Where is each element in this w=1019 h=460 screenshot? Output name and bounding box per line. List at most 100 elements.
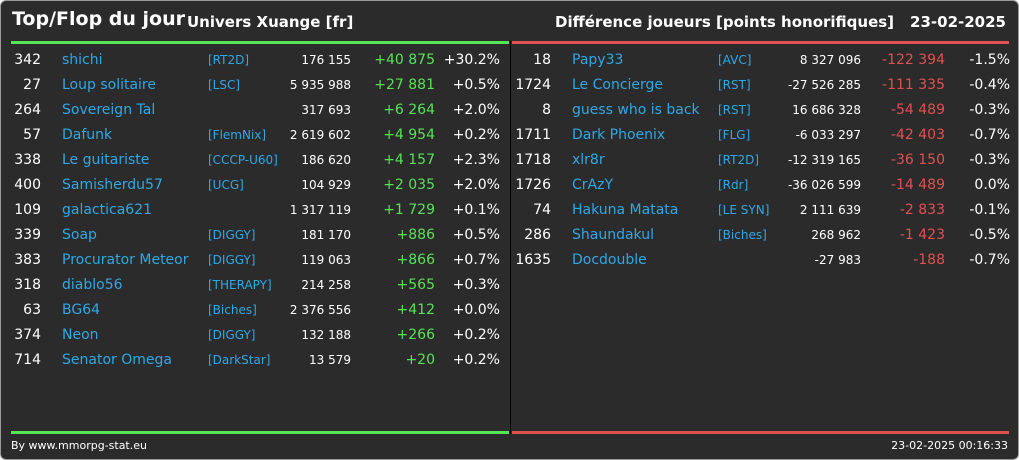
rank-cell: 714	[14, 352, 41, 368]
alliance-tag-link[interactable]: [DIGGY]	[208, 328, 256, 342]
player-name-link[interactable]: diablo56	[62, 277, 123, 293]
table-row: 109 galactica621 1 317 119 +1 729 +0.1%	[1, 198, 510, 223]
alliance-tag-link[interactable]: [Biches]	[718, 228, 767, 242]
percent-cell: +0.2%	[452, 352, 500, 368]
player-name-link[interactable]: Sovereign Tal	[62, 102, 156, 118]
rank-cell: 1711	[515, 127, 551, 143]
player-name-link[interactable]: guess who is back	[572, 102, 700, 118]
percent-cell: +0.2%	[452, 127, 500, 143]
points-cell: 176 155	[301, 53, 351, 67]
table-row: 339 Soap [DIGGY] 181 170 +886 +0.5%	[1, 223, 510, 248]
player-name-link[interactable]: Dark Phoenix	[572, 127, 666, 143]
diff-cell: +4 954	[383, 127, 435, 143]
points-cell: 2 619 602	[289, 128, 351, 142]
percent-cell: +0.7%	[452, 252, 500, 268]
table-row: 383 Procurator Meteor [DIGGY] 119 063 +866 +0…	[1, 248, 510, 273]
player-name-link[interactable]: Soap	[62, 227, 97, 243]
table-row: 1724 Le Concierge [RST] -27 526 285 -111 335…	[511, 73, 1018, 98]
alliance-tag-link[interactable]: [CCCP-U60]	[208, 153, 278, 167]
metric-header: Différence joueurs [points honorifiques]…	[555, 13, 1006, 31]
player-name-link[interactable]: Hakuna Matata	[572, 202, 679, 218]
points-cell: 119 063	[301, 253, 351, 267]
points-cell: 2 376 556	[289, 303, 351, 317]
player-name-link[interactable]: Dafunk	[62, 127, 113, 143]
alliance-tag-link[interactable]: [LSC]	[208, 78, 241, 92]
alliance-tag-link[interactable]: [RT2D]	[718, 153, 760, 167]
percent-cell: +2.3%	[452, 152, 500, 168]
alliance-tag-link[interactable]: [THERAPY]	[208, 278, 272, 292]
alliance-tag-link[interactable]: [RST]	[718, 78, 751, 92]
percent-cell: -0.3%	[969, 102, 1010, 118]
diff-cell: -42 403	[890, 127, 945, 143]
rank-cell: 286	[524, 227, 551, 243]
rank-cell: 57	[23, 127, 41, 143]
alliance-tag-link[interactable]: [Rdr]	[718, 178, 749, 192]
diff-cell: +2 035	[383, 177, 435, 193]
rank-cell: 27	[23, 77, 41, 93]
alliance-tag-link[interactable]: [DIGGY]	[208, 228, 256, 242]
table-row: 286 Shaundakul [Biches] 268 962 -1 423 -0.5%	[511, 223, 1018, 248]
alliance-tag-link[interactable]: [DarkStar]	[208, 353, 271, 367]
alliance-tag-link[interactable]: [RST]	[718, 103, 751, 117]
points-cell: 5 935 988	[289, 78, 351, 92]
rank-cell: 18	[533, 52, 551, 68]
source-credit: By www.mmorpg-stat.eu	[11, 439, 147, 452]
points-cell: -6 033 297	[795, 128, 861, 142]
alliance-tag-link[interactable]: [UCG]	[208, 178, 244, 192]
points-cell: 13 579	[309, 353, 351, 367]
diff-cell: +266	[396, 327, 435, 343]
points-cell: 317 693	[301, 103, 351, 117]
percent-cell: -0.4%	[969, 77, 1010, 93]
rank-cell: 1635	[515, 252, 551, 268]
player-name-link[interactable]: Procurator Meteor	[62, 252, 189, 268]
player-name-link[interactable]: Le guitariste	[62, 152, 150, 168]
rank-cell: 264	[14, 102, 41, 118]
rank-cell: 339	[14, 227, 41, 243]
table-row: 63 BG64 [Biches] 2 376 556 +412 +0.0%	[1, 298, 510, 323]
player-name-link[interactable]: CrAzY	[572, 177, 614, 193]
points-cell: -12 319 165	[787, 153, 861, 167]
diff-cell: -36 150	[890, 152, 945, 168]
player-name-link[interactable]: Papy33	[572, 52, 624, 68]
alliance-tag-link[interactable]: [LE SYN]	[718, 203, 770, 217]
table-row: 57 Dafunk [FlemNix] 2 619 602 +4 954 +0.2%	[1, 123, 510, 148]
alliance-tag-link[interactable]: [Biches]	[208, 303, 257, 317]
alliance-tag-link[interactable]: [FLG]	[718, 128, 751, 142]
table-row: 1635 Docdouble -27 983 -188 -0.7%	[511, 248, 1018, 273]
alliance-tag-link[interactable]: [AVC]	[718, 53, 752, 67]
alliance-tag-link[interactable]: [RT2D]	[208, 53, 250, 67]
points-cell: 16 686 328	[792, 103, 861, 117]
player-name-link[interactable]: BG64	[62, 302, 101, 318]
diff-cell: -2 833	[899, 202, 945, 218]
alliance-tag-link[interactable]: [FlemNix]	[208, 128, 267, 142]
player-name-link[interactable]: Shaundakul	[572, 227, 654, 243]
percent-cell: -0.7%	[969, 252, 1010, 268]
points-cell: 132 188	[301, 328, 351, 342]
table-row: 338 Le guitariste [CCCP-U60] 186 620 +4 157 +…	[1, 148, 510, 173]
universe-label: Univers Xuange [fr]	[187, 13, 354, 31]
percent-cell: +2.0%	[452, 102, 500, 118]
player-name-link[interactable]: Samisherdu57	[62, 177, 163, 193]
percent-cell: -0.1%	[969, 202, 1010, 218]
player-name-link[interactable]: shichi	[62, 52, 103, 68]
points-cell: 8 327 096	[799, 53, 861, 67]
player-name-link[interactable]: Docdouble	[572, 252, 647, 268]
player-name-link[interactable]: xlr8r	[572, 152, 605, 168]
rank-cell: 1724	[515, 77, 551, 93]
player-name-link[interactable]: Loup solitaire	[62, 77, 156, 93]
player-name-link[interactable]: galactica621	[62, 202, 153, 218]
diff-cell: -1 423	[899, 227, 945, 243]
player-name-link[interactable]: Senator Omega	[62, 352, 172, 368]
points-cell: 104 929	[301, 178, 351, 192]
percent-cell: +2.0%	[452, 177, 500, 193]
rank-cell: 338	[14, 152, 41, 168]
player-name-link[interactable]: Neon	[62, 327, 99, 343]
diff-cell: +1 729	[383, 202, 435, 218]
table-row: 374 Neon [DIGGY] 132 188 +266 +0.2%	[1, 323, 510, 348]
alliance-tag-link[interactable]: [DIGGY]	[208, 253, 256, 267]
rank-cell: 383	[14, 252, 41, 268]
player-name-link[interactable]: Le Concierge	[572, 77, 664, 93]
rank-cell: 318	[14, 277, 41, 293]
flop-players-table: 18 Papy33 [AVC] 8 327 096 -122 394 -1.5% 1724 L…	[511, 48, 1018, 273]
diff-cell: -54 489	[890, 102, 945, 118]
